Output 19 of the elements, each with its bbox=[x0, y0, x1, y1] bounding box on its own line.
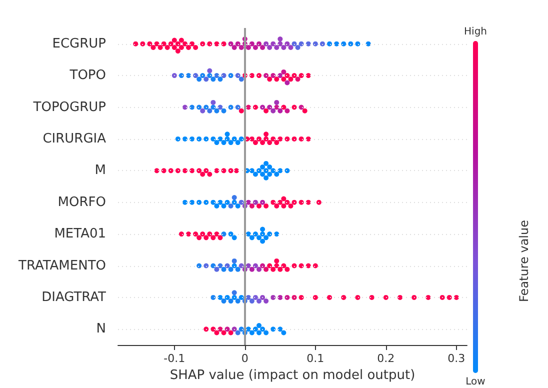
x-axis-title: SHAP value (impact on model output) bbox=[170, 368, 416, 383]
x-tick-label: 0.1 bbox=[306, 352, 324, 365]
x-tick-label: 0 bbox=[241, 352, 248, 365]
annotation: High bbox=[464, 26, 487, 38]
y-tick-label: N bbox=[96, 322, 106, 337]
y-tick-label: TOPO bbox=[68, 68, 106, 84]
text: Low bbox=[466, 376, 486, 388]
x-tick-label: 0.3 bbox=[448, 352, 466, 365]
y-tick-label: MORFO bbox=[58, 194, 106, 210]
color-bar-title: Feature value bbox=[517, 220, 531, 302]
y-tick-label: TOPOGRUP bbox=[32, 100, 106, 115]
y-tick-label: CIRURGIA bbox=[42, 131, 106, 146]
y-tick-label: DIAGTRAT bbox=[42, 290, 106, 305]
y-tick-label: ECGRUP bbox=[52, 36, 106, 52]
y-tick-label: META01 bbox=[54, 226, 106, 242]
x-tick-label: 0.2 bbox=[377, 352, 395, 365]
x-tick-label: -0.1 bbox=[164, 352, 186, 365]
y-tick-label: TRATAMENTO bbox=[18, 258, 106, 274]
y-tick-label: M bbox=[94, 163, 106, 178]
